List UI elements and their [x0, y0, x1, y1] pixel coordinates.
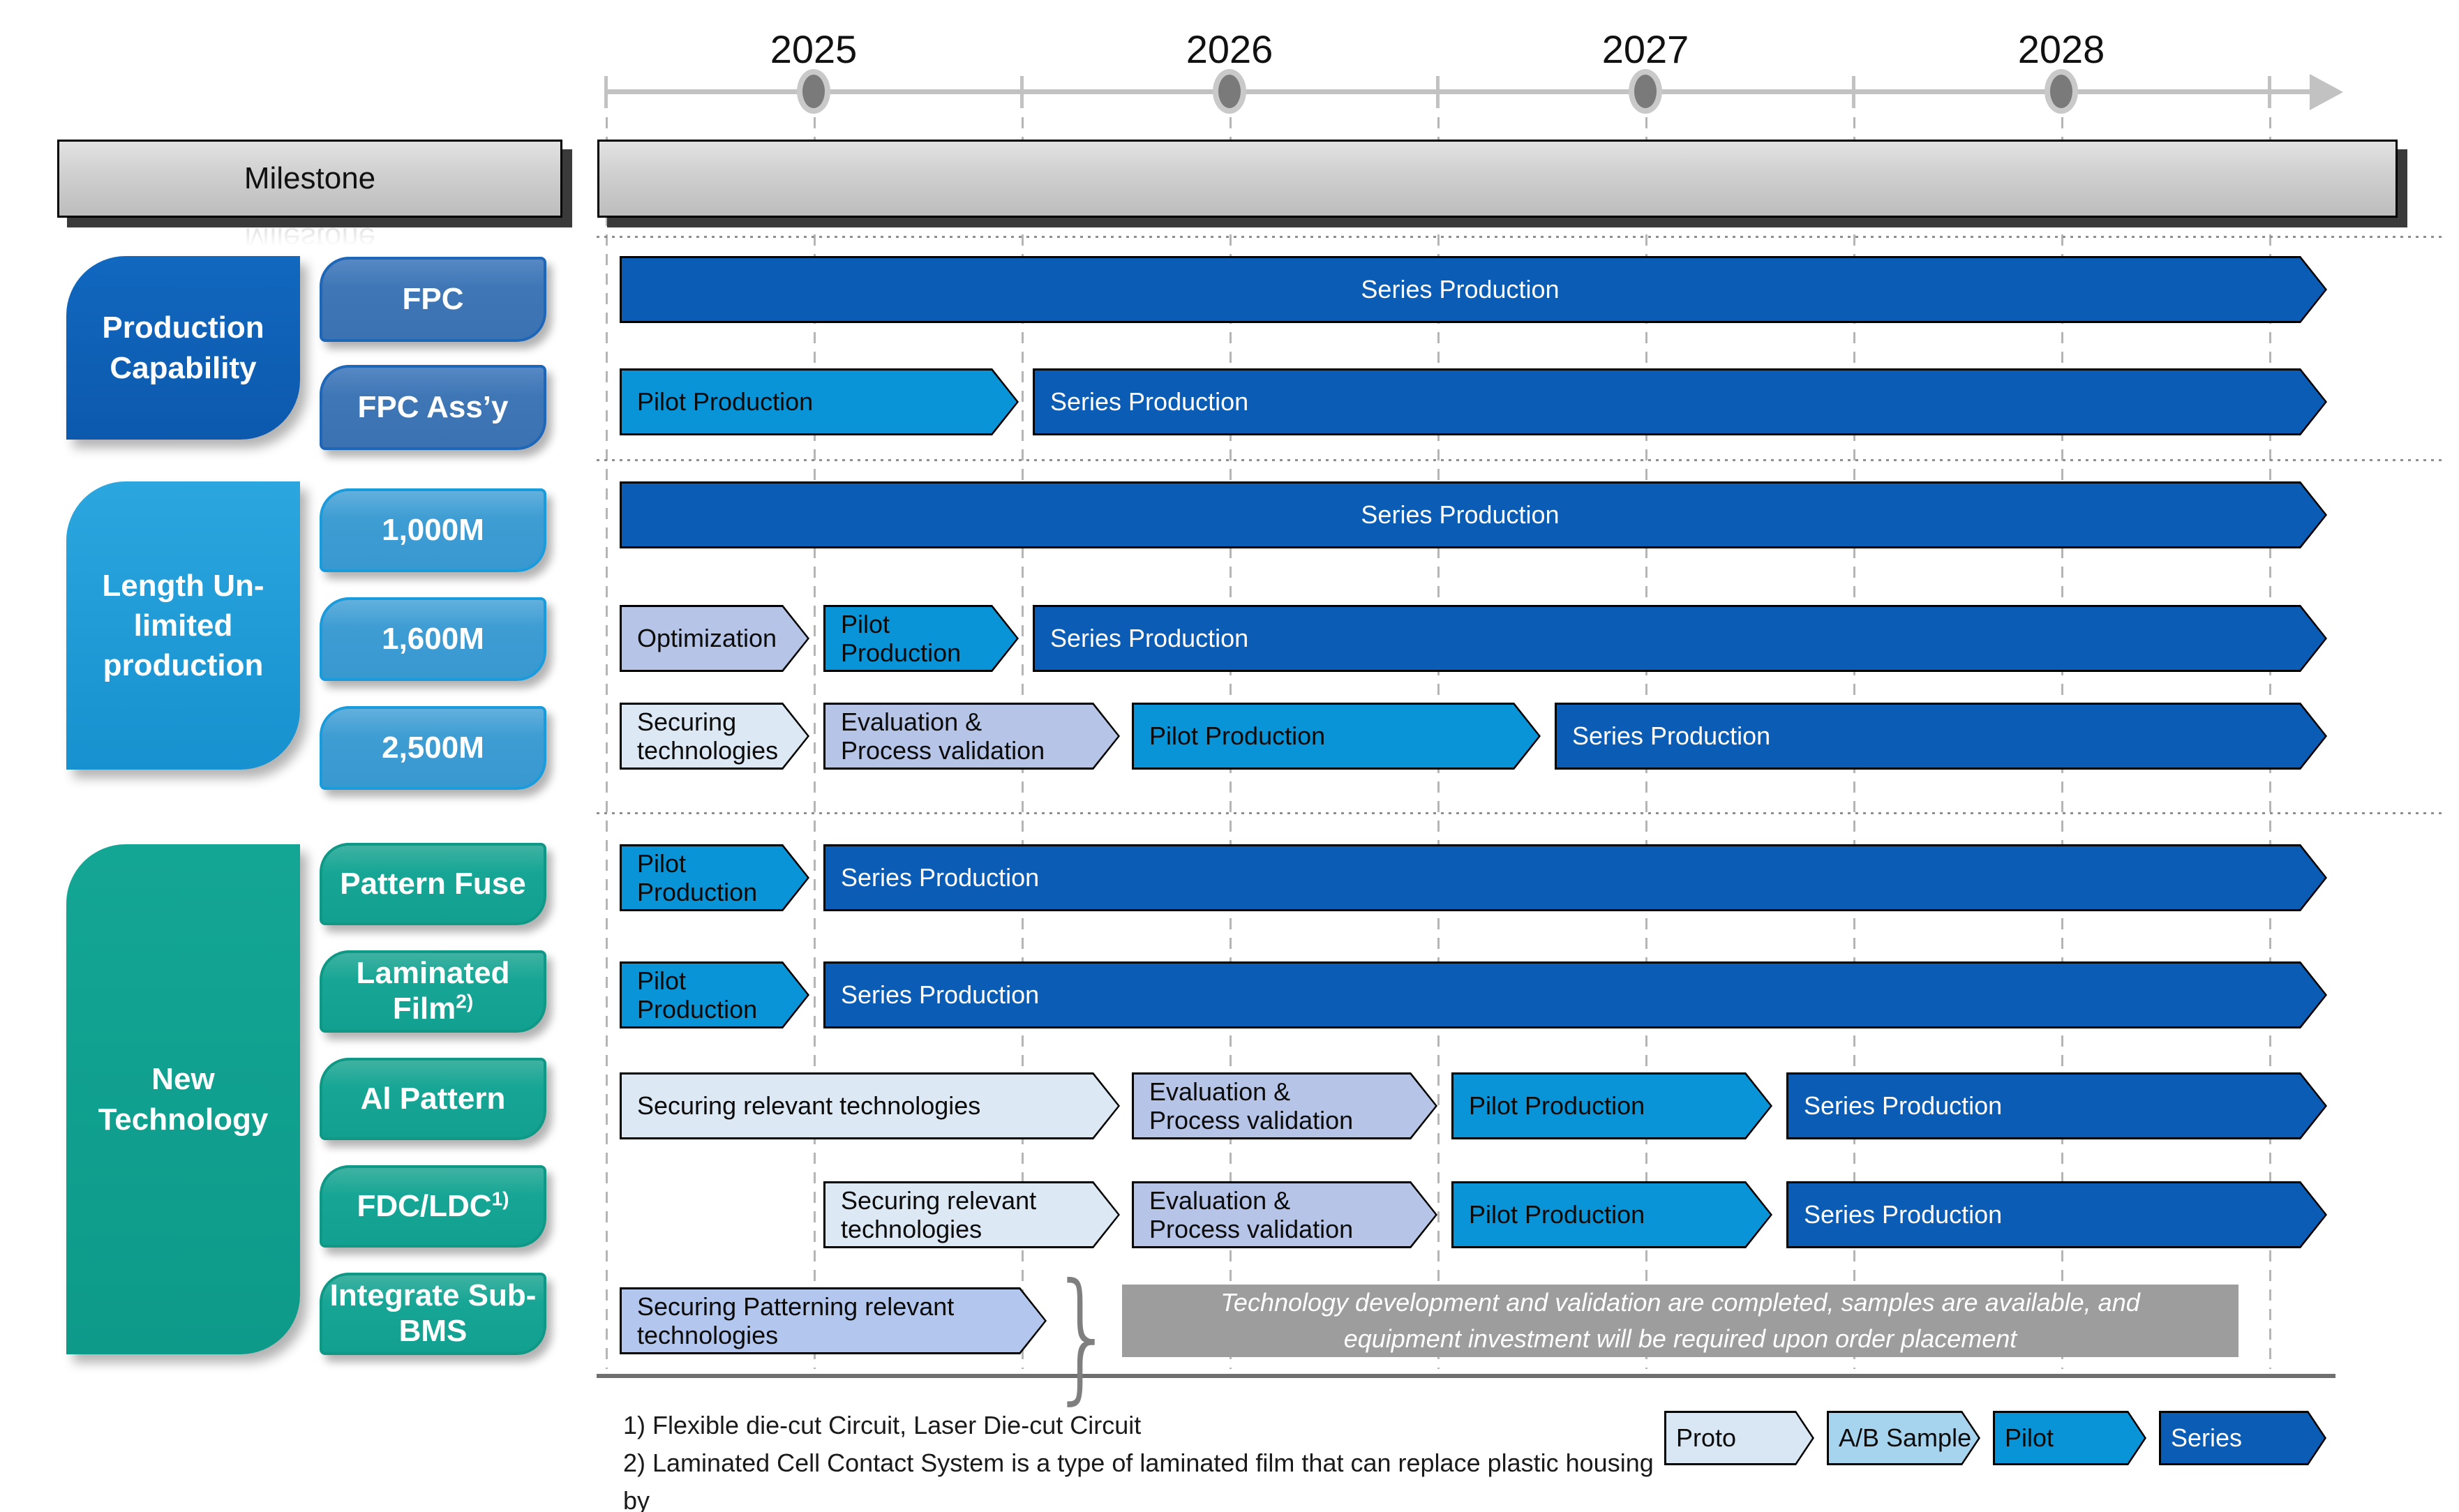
item-button-fpc: FPC [320, 257, 546, 342]
legend-item-ab-sample: A/B Sample [1827, 1411, 1980, 1465]
phase-bar: Pilot Production [1451, 1181, 1772, 1248]
year-marker-icon [2045, 69, 2078, 114]
item-button-integrate-sub-bms: Integrate Sub-BMS [320, 1273, 546, 1355]
timeline-tick [1020, 76, 1024, 108]
phase-bar: Pilot Production [823, 605, 1019, 672]
timeline-tick [1852, 76, 1855, 108]
phase-bar: Series Production [620, 481, 2327, 548]
group-new-technology: New Technology [66, 844, 300, 1354]
item-button-al-pattern: Al Pattern [320, 1058, 546, 1140]
phase-bar: Securing relevant technologies [620, 1072, 1120, 1139]
phase-bar: Securing relevant technologies [823, 1181, 1120, 1248]
phase-bar: Optimization [620, 605, 809, 672]
section-separator [597, 236, 2442, 238]
phase-bar: Pilot Production [1132, 703, 1541, 770]
phase-bar: Series Production [620, 256, 2327, 323]
phase-bar: Series Production [823, 961, 2327, 1028]
group-length-unlimited: Length Un-limited production [66, 481, 300, 770]
section-separator [597, 459, 2442, 461]
year-marker-icon [1213, 69, 1246, 114]
phase-bar: Series Production [1786, 1072, 2327, 1139]
phase-bar: Series Production [1786, 1181, 2327, 1248]
group-production-capability: Production Capability [66, 256, 300, 440]
phase-bar: Pilot Production [620, 368, 1019, 435]
gridline-vertical [814, 117, 816, 1369]
footer-divider [597, 1374, 2335, 1378]
phase-bar: Securing Patterning relevant technologie… [620, 1287, 1047, 1354]
legend-item-pilot: Pilot [1993, 1411, 2146, 1465]
milestone-track [597, 140, 2398, 218]
item-button-2500m: 2,500M [320, 706, 546, 790]
section-separator [597, 812, 2442, 814]
timeline-tick [2268, 76, 2271, 108]
timeline-arrowhead-icon [2310, 74, 2343, 110]
milestone-reflection: Milestone [244, 221, 376, 255]
legend-item-proto: Proto [1664, 1411, 1814, 1465]
legend-item-series: Series [2159, 1411, 2326, 1465]
brace-icon: } [1049, 1254, 1116, 1419]
phase-bar: Evaluation & Process validation [1132, 1072, 1437, 1139]
phase-bar: Series Production [1033, 368, 2327, 435]
year-marker-icon [797, 69, 830, 114]
item-button-fdc-ldc: FDC/LDC1) [320, 1165, 546, 1248]
item-button-1000m: 1,000M [320, 488, 546, 572]
timeline-axis [604, 89, 2311, 94]
year-label: 2025 [770, 27, 858, 71]
phase-bar: Series Production [1555, 703, 2327, 770]
year-marker-icon [1629, 69, 1662, 114]
phase-bar: Pilot Production [620, 961, 809, 1028]
phase-bar: Evaluation & Process validation [1132, 1181, 1437, 1248]
item-button-fpc-assy: FPC Ass’y [320, 365, 546, 450]
year-label: 2027 [1601, 27, 1689, 71]
phase-bar: Series Production [823, 844, 2327, 911]
item-button-pattern-fuse: Pattern Fuse [320, 843, 546, 925]
footnotes: 1) Flexible die-cut Circuit, Laser Die-c… [623, 1411, 1654, 1512]
item-button-1600m: 1,600M [320, 597, 546, 681]
milestone-header: Milestone [57, 140, 562, 218]
phase-bar: Evaluation & Process validation [823, 703, 1120, 770]
timeline-tick [604, 76, 608, 108]
phase-bar: Series Production [1033, 605, 2327, 672]
phase-bar: Pilot Production [1451, 1072, 1772, 1139]
timeline-tick [1436, 76, 1440, 108]
sub-bms-note: Technology development and validation ar… [1122, 1285, 2238, 1357]
phase-bar: Securing technologies [620, 703, 809, 770]
year-label: 2026 [1186, 27, 1273, 71]
item-button-laminated-film: Laminated Film2) [320, 950, 546, 1033]
phase-bar: Pilot Production [620, 844, 809, 911]
gridline-vertical [606, 117, 608, 1369]
year-label: 2028 [2017, 27, 2105, 71]
